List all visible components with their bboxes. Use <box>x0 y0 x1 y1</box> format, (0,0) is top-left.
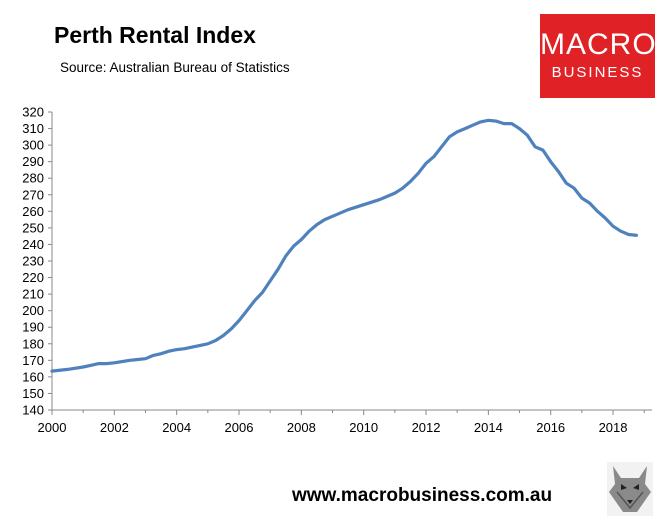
y-tick-label: 220 <box>22 270 44 285</box>
y-tick-label: 160 <box>22 369 44 384</box>
y-tick-label: 230 <box>22 254 44 269</box>
x-tick-label: 2014 <box>474 420 503 435</box>
y-tick-label: 270 <box>22 187 44 202</box>
x-tick-label: 2016 <box>536 420 565 435</box>
x-tick-label: 2002 <box>100 420 129 435</box>
x-tick-label: 2010 <box>349 420 378 435</box>
y-tick-label: 150 <box>22 386 44 401</box>
y-tick-label: 300 <box>22 138 44 153</box>
y-tick-label: 320 <box>22 105 44 120</box>
logo-line-2: BUSINESS <box>551 64 644 81</box>
y-tick-label: 250 <box>22 220 44 235</box>
x-tick-label: 2006 <box>225 420 254 435</box>
line-chart: 1401501601701801902002102202302402502602… <box>22 105 652 435</box>
chart-title: Perth Rental Index <box>54 22 256 48</box>
y-tick-label: 200 <box>22 303 44 318</box>
y-tick-label: 210 <box>22 287 44 302</box>
x-tick-label: 2008 <box>287 420 316 435</box>
chart-subtitle: Source: Australian Bureau of Statistics <box>60 60 290 75</box>
y-tick-label: 310 <box>22 121 44 136</box>
y-tick-label: 240 <box>22 237 44 252</box>
x-tick-label: 2012 <box>412 420 441 435</box>
y-tick-label: 180 <box>22 336 44 351</box>
series-line <box>50 118 639 373</box>
y-tick-label: 140 <box>22 403 44 418</box>
y-tick-label: 190 <box>22 320 44 335</box>
y-tick-label: 280 <box>22 171 44 186</box>
wolf-logo-icon <box>607 462 653 516</box>
y-tick-label: 260 <box>22 204 44 219</box>
y-tick-label: 290 <box>22 154 44 169</box>
x-tick-label: 2000 <box>38 420 67 435</box>
y-tick-label: 170 <box>22 353 44 368</box>
macrobusiness-logo: MACRO BUSINESS <box>540 14 657 98</box>
x-tick-label: 2004 <box>162 420 191 435</box>
footer-url: www.macrobusiness.com.au <box>292 485 553 506</box>
logo-line-1: MACRO <box>540 28 657 61</box>
x-tick-label: 2018 <box>599 420 628 435</box>
